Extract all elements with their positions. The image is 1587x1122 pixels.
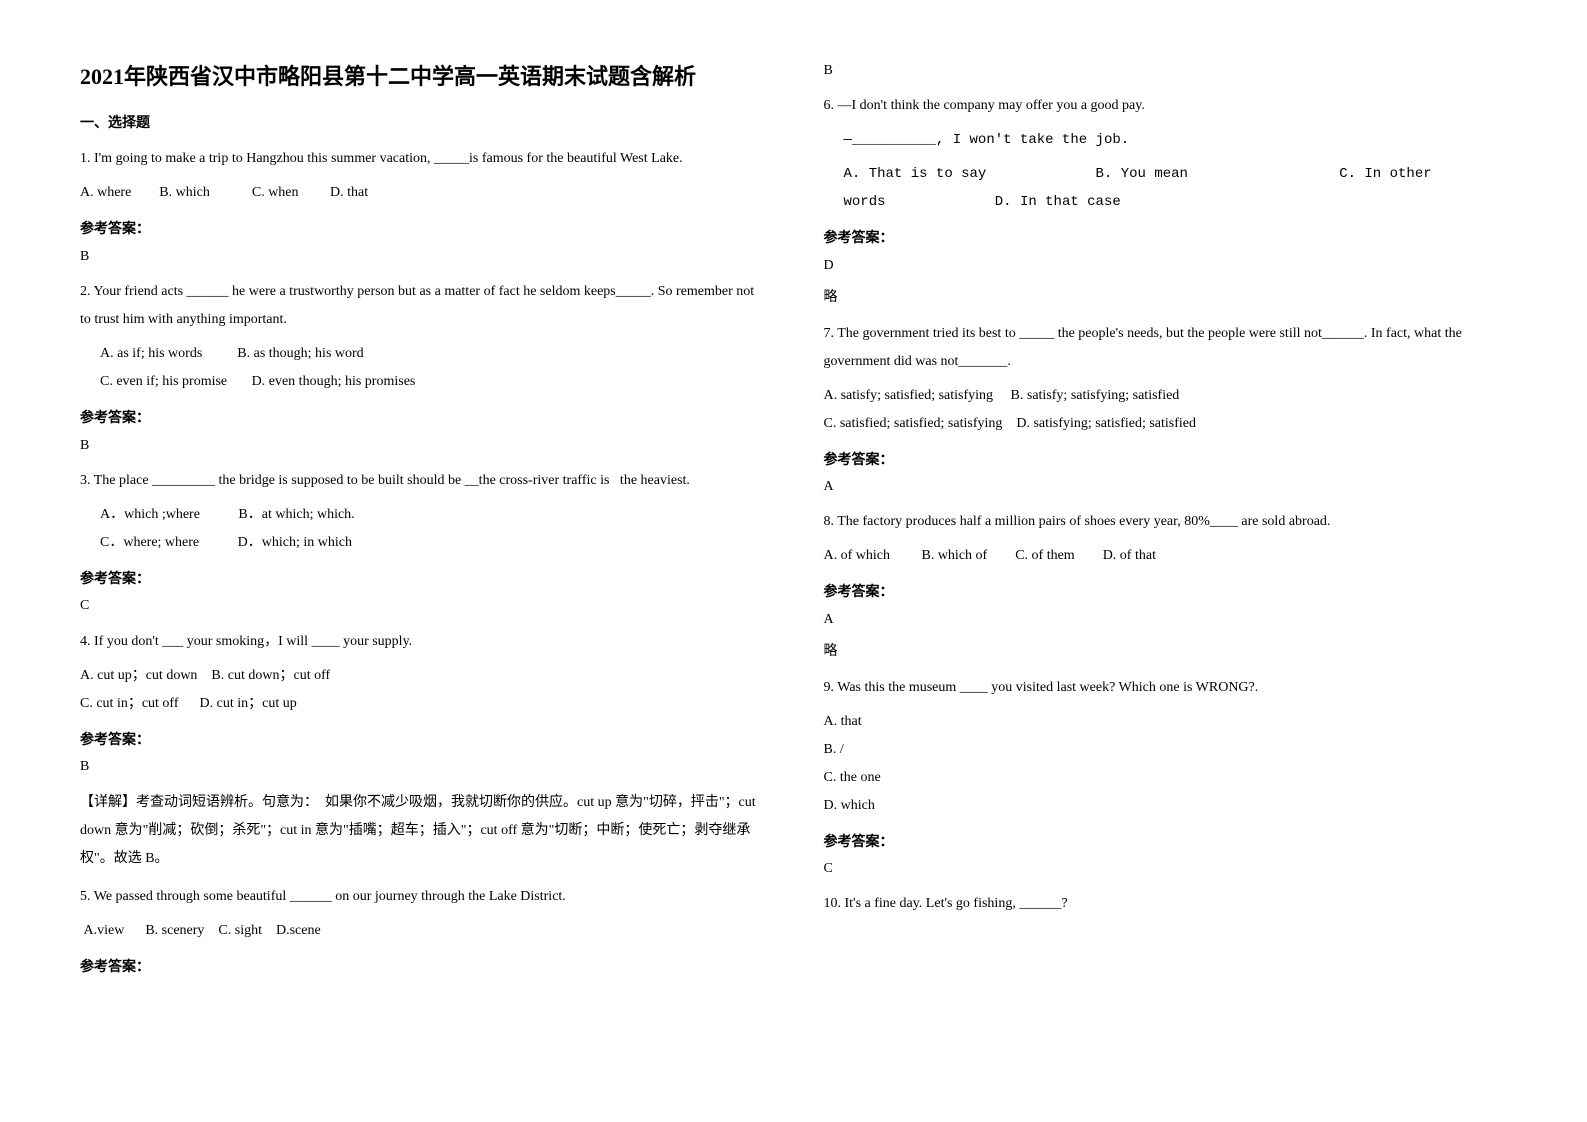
option-a: A. that [824,708,1508,736]
question-options: A.view B. scenery C. sight D.scene [80,917,764,945]
question-options: A. That is to say B. You mean C. In othe… [844,160,1508,216]
question-text: —__________, I won't take the job. [844,126,1508,154]
option-c: C. the one [824,764,1508,792]
answer-value: D [824,255,1508,277]
explanation: 【详解】考查动词短语辨析。句意为： 如果你不减少吸烟，我就切断你的供应。cut … [80,789,764,873]
answer-value: A [824,476,1508,498]
answer-label: 参考答案： [824,228,1508,250]
question-6: 6. —I don't think the company may offer … [824,92,1508,216]
right-column: B 6. —I don't think the company may offe… [824,60,1508,983]
question-options: A. cut up；cut down B. cut down；cut off [80,662,764,690]
option-a: A. That is to say [844,166,987,182]
answer-note: 略 [824,641,1508,663]
question-text: 2. Your friend acts ______ he were a tru… [80,278,764,334]
option-d: D. which [824,792,1508,820]
option-c: C．where; where [100,535,199,550]
section-header: 一、选择题 [80,113,764,135]
answer-label: 参考答案： [80,730,764,752]
question-options: C. satisfied; satisfied; satisfying D. s… [824,410,1508,438]
answer-value: B [80,756,764,778]
answer-value: C [824,858,1508,880]
question-text: 6. —I don't think the company may offer … [824,92,1508,120]
question-7: 7. The government tried its best to ____… [824,320,1508,438]
question-text: 7. The government tried its best to ____… [824,320,1508,376]
question-1: 1. I'm going to make a trip to Hangzhou … [80,145,764,207]
question-text: 5. We passed through some beautiful ____… [80,883,764,911]
question-2: 2. Your friend acts ______ he were a tru… [80,278,764,396]
question-4: 4. If you don't ___ your smoking，I will … [80,628,764,718]
question-options: A. satisfy; satisfied; satisfying B. sat… [824,382,1508,410]
answer-label: 参考答案： [80,219,764,241]
question-options: C．where; where D．which; in which [100,529,764,557]
answer-label: 参考答案： [824,582,1508,604]
option-d: D. In that case [995,194,1121,210]
question-options: C. cut in；cut off D. cut in；cut up [80,690,764,718]
question-10: 10. It's a fine day. Let's go fishing, _… [824,890,1508,918]
question-text: 1. I'm going to make a trip to Hangzhou … [80,145,764,173]
question-text: 3. The place _________ the bridge is sup… [80,467,764,495]
option-b: B. / [824,736,1508,764]
question-text: 9. Was this the museum ____ you visited … [824,674,1508,702]
document-title: 2021年陕西省汉中市略阳县第十二中学高一英语期末试题含解析 [80,60,764,93]
option-b: B．at which; which. [238,507,354,522]
answer-value: B [80,246,764,268]
answer-label: 参考答案： [824,450,1508,472]
question-text: 8. The factory produces half a million p… [824,508,1508,536]
answer-value: B [80,435,764,457]
question-9: 9. Was this the museum ____ you visited … [824,674,1508,820]
question-options: A. as if; his words B. as though; his wo… [100,340,764,368]
answer-note: 略 [824,287,1508,309]
question-options: A. of which B. which of C. of them D. of… [824,542,1508,570]
question-options: A．which ;where B．at which; which. [100,501,764,529]
answer-value: A [824,609,1508,631]
option-b: B. You mean [1096,166,1188,182]
question-text: 4. If you don't ___ your smoking，I will … [80,628,764,656]
answer-label: 参考答案： [80,957,764,979]
left-column: 2021年陕西省汉中市略阳县第十二中学高一英语期末试题含解析 一、选择题 1. … [80,60,764,983]
question-text: 10. It's a fine day. Let's go fishing, _… [824,890,1508,918]
answer-label: 参考答案： [824,832,1508,854]
answer-label: 参考答案： [80,569,764,591]
question-8: 8. The factory produces half a million p… [824,508,1508,570]
question-options: C. even if; his promise D. even though; … [100,368,764,396]
option-a: A．which ;where [100,507,200,522]
question-5: 5. We passed through some beautiful ____… [80,883,764,945]
option-d: D．which; in which [238,535,352,550]
answer-value: B [824,60,1508,82]
question-options: A. where B. which C. when D. that [80,179,764,207]
answer-label: 参考答案： [80,408,764,430]
answer-value: C [80,595,764,617]
question-3: 3. The place _________ the bridge is sup… [80,467,764,557]
